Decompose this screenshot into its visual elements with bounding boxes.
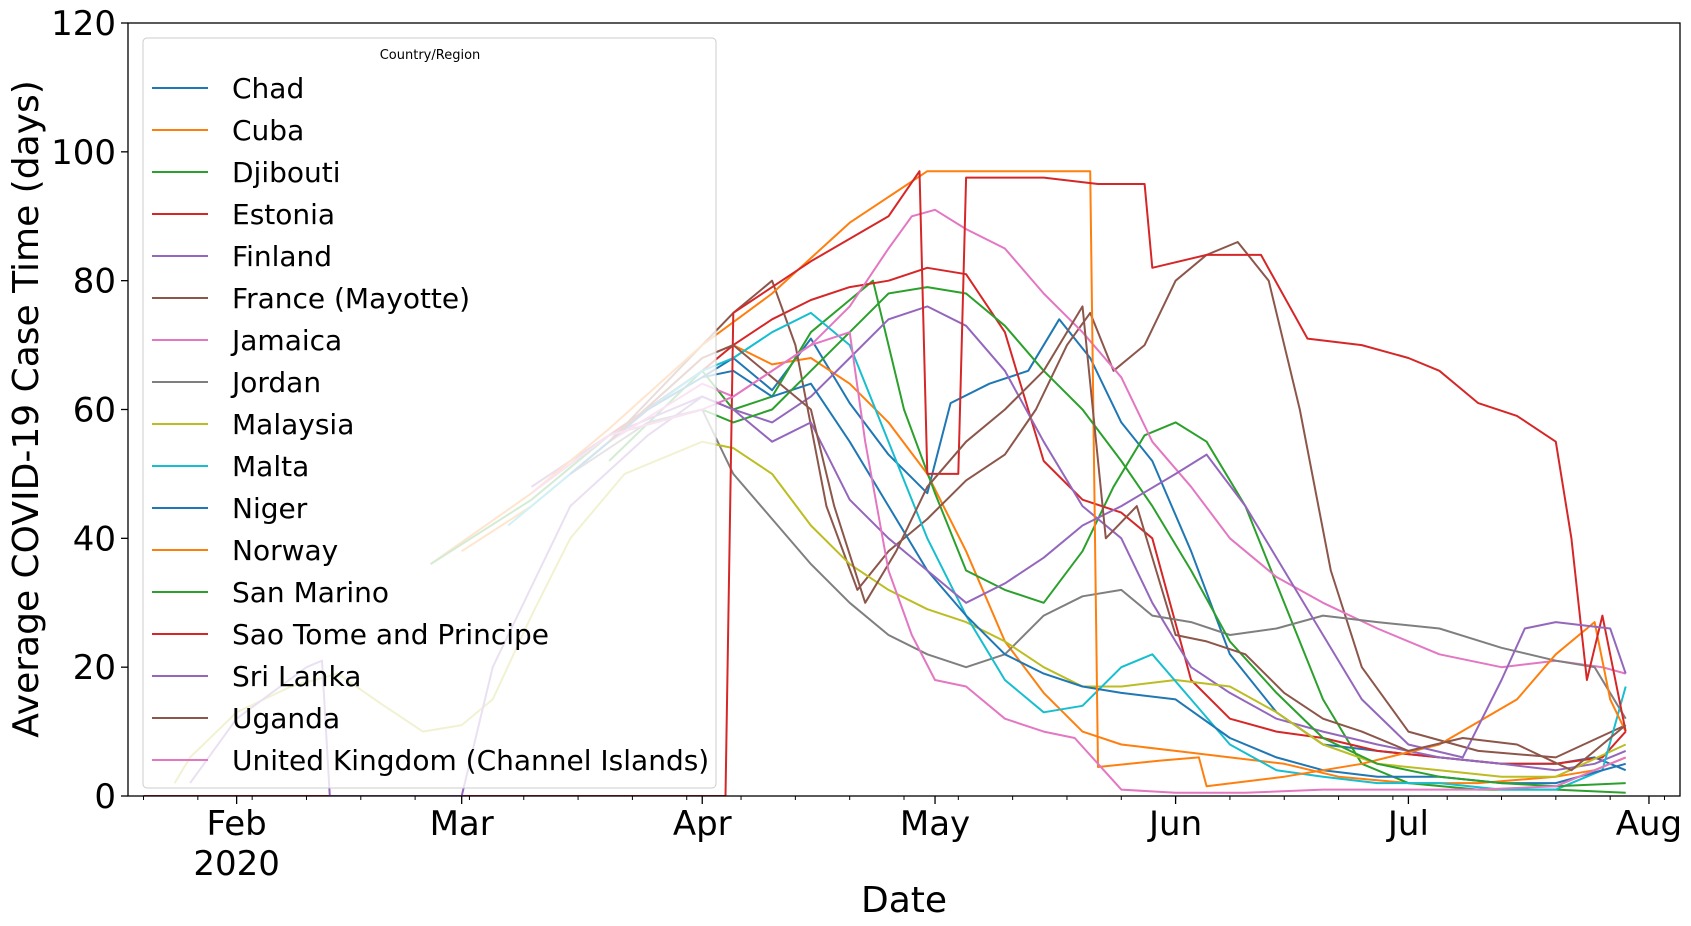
x-tick-label: Apr [673,804,732,844]
series-line-malta [507,311,1627,791]
x-tick-sublabel: 2020 [193,844,280,884]
series-line-djibouti [608,279,1626,794]
y-tick-label: 40 [73,519,116,559]
y-tick-label: 60 [73,391,116,431]
x-axis-label: Date [861,880,947,921]
legend-label: Niger [232,492,308,525]
legend-label: France (Mayotte) [232,282,470,315]
y-tick-label: 100 [51,133,116,173]
x-tick-label: Feb [207,804,267,844]
x-tick-label: Aug [1616,804,1682,844]
y-tick-label: 120 [51,4,116,44]
series-line-sao-tome-and-principe [143,170,1627,796]
x-tick-label: Jul [1386,804,1429,844]
legend-label: Malaysia [232,408,354,441]
legend-label: Jamaica [230,324,342,357]
legend-label: Chad [232,72,304,105]
y-axis: 0 20 40 60 80 100 120 [51,4,128,817]
legend: Country/Region Chad Cuba Djibouti Estonia Fi… [142,37,717,789]
legend-label: Sao Tome and Principe [232,618,549,651]
series-line-france-mayotte- [608,241,1627,759]
x-tick-label: Mar [430,804,494,844]
legend-label: Malta [232,450,309,483]
legend-label: Uganda [232,702,340,735]
y-axis-label: Average COVID-19 Case Time (days) [6,80,47,737]
y-tick-label: 20 [73,648,116,688]
legend-label: Djibouti [232,156,341,189]
series-line-uganda [608,305,1627,772]
y-tick-label: 80 [73,262,116,302]
series-line-finland [530,305,1627,772]
series-layer [143,170,1627,796]
legend-label: Finland [232,240,332,273]
legend-label: Estonia [232,198,335,231]
legend-label: Jordan [230,366,321,399]
legend-title: Country/Region [380,48,481,63]
legend-label: United Kingdom (Channel Islands) [232,744,709,777]
legend-label: Cuba [232,114,304,147]
series-line-united-kingdom-channel-islands- [530,331,1627,794]
y-tick-label: 0 [94,777,116,817]
x-tick-label: May [900,804,970,844]
legend-label: Sri Lanka [232,660,361,693]
legend-label: Norway [232,534,338,567]
x-tick-label: Jun [1147,804,1202,844]
series-line-niger [569,369,1626,785]
legend-box [142,37,717,789]
series-line-jordan [569,408,1627,720]
series-line-norway [430,170,1627,788]
legend-label: San Marino [232,576,389,609]
